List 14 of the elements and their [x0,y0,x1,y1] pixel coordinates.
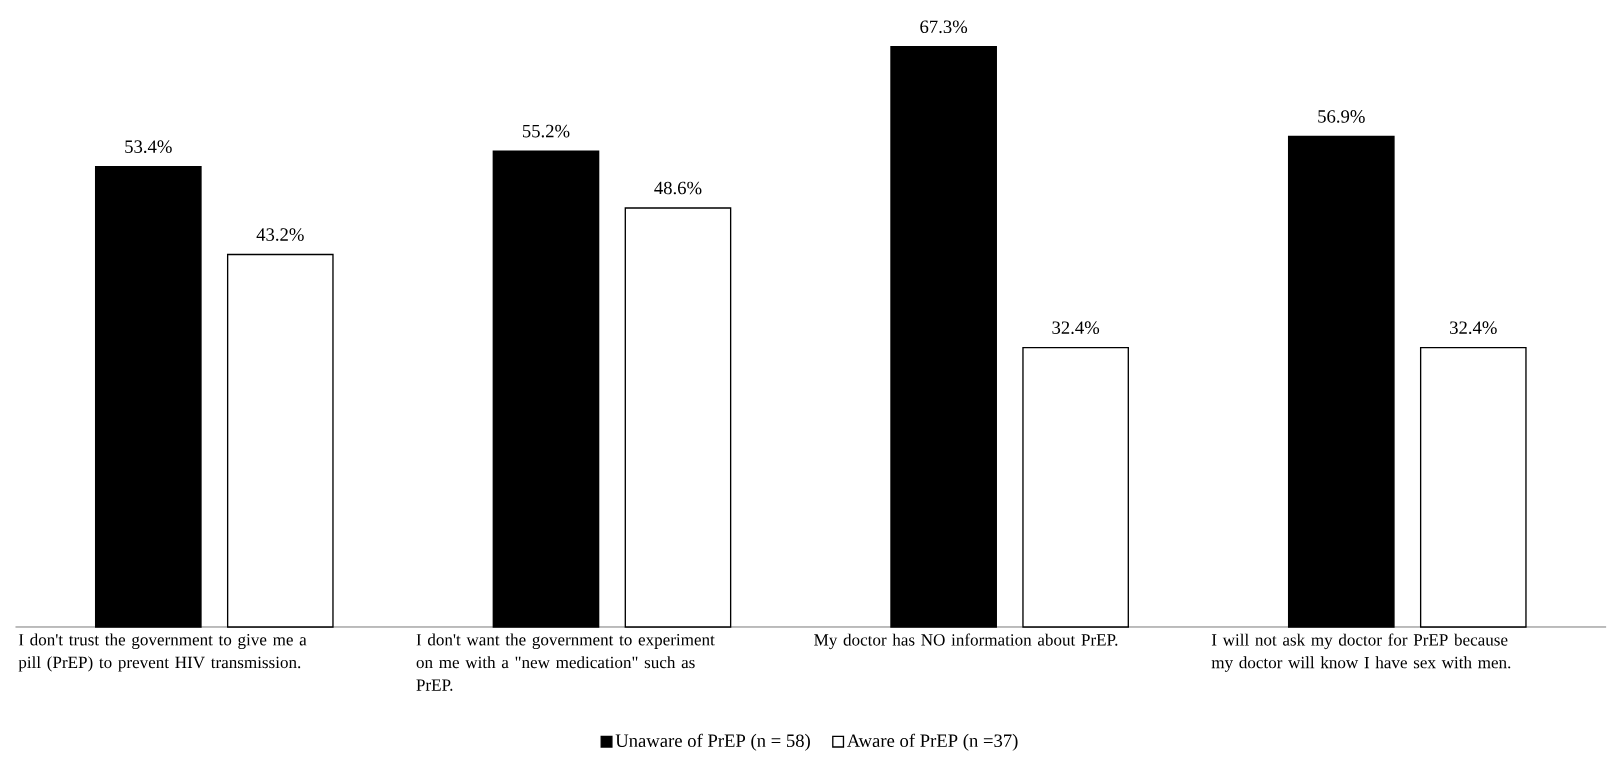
x-tick-label: I don't trust the government to give me a pill (PrEP) to prevent HIV transmission. [18,633,307,672]
data-label: 53.4% [125,140,172,153]
data-label: 55.2% [522,124,570,138]
legend-label: Aware of PrEP (n =37) [846,733,1018,751]
data-label: 48.6% [654,181,702,195]
data-label: 67.3% [920,20,968,34]
x-tick-label: I will not ask my doctor for PrEP because my doctor will know I have sex with men. [1211,633,1511,672]
legend-label: Unaware of PrEP (n = 58) [615,733,810,751]
data-label: 32.4% [1052,321,1100,335]
data-label: 56.9% [1318,110,1365,123]
x-tick-label: My doctor has NO information about PrEP. [814,633,1118,650]
data-label: 32.4% [1450,321,1497,335]
data-label: 43.2% [256,228,304,241]
x-tick-label: I don't want the government to experiment on me with a "new medication" such as PrEP. [416,633,715,691]
